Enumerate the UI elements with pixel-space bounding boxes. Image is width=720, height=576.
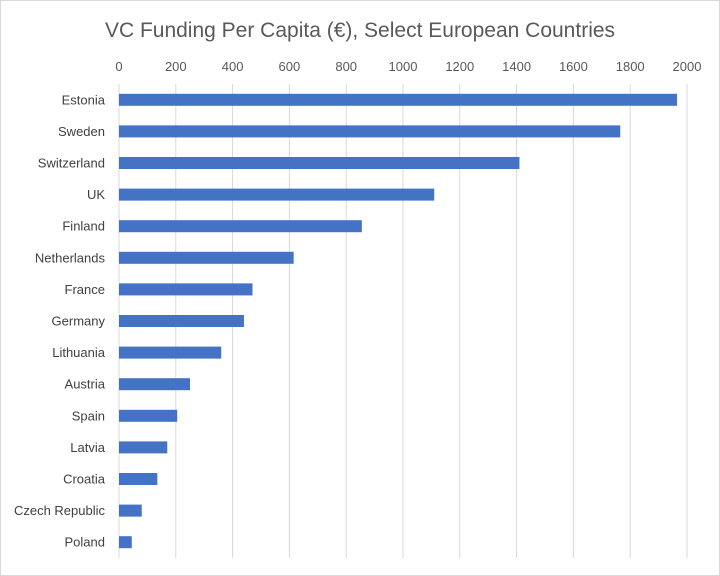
category-label: UK xyxy=(87,187,105,202)
bar-germany xyxy=(119,315,244,327)
bar-spain xyxy=(119,409,178,422)
category-label: Netherlands xyxy=(35,250,106,265)
category-labels: Estonia Sweden Switzerland UK Finland Netherl… xyxy=(14,92,106,549)
x-tick-label: 0 xyxy=(115,59,122,74)
bar-uk xyxy=(119,188,435,201)
x-tick-label: 400 xyxy=(222,59,244,74)
bar-lithuania xyxy=(119,346,222,359)
x-tick-label: 1200 xyxy=(445,59,474,74)
bars xyxy=(119,93,678,549)
category-label: Austria xyxy=(65,377,106,392)
x-tick-label: 1800 xyxy=(616,59,645,74)
bar-netherlands xyxy=(119,251,294,264)
bar-czech-republic xyxy=(119,504,142,517)
category-label: Spain xyxy=(72,408,105,423)
x-tick-label: 800 xyxy=(335,59,357,74)
bar-poland xyxy=(119,536,132,549)
x-tick-label: 1400 xyxy=(502,59,531,74)
x-tick-label: 2000 xyxy=(673,59,702,74)
x-tick-label: 1000 xyxy=(389,59,418,74)
bar-latvia xyxy=(119,441,168,454)
bar-france xyxy=(119,283,253,296)
bar-austria xyxy=(119,378,190,391)
bar-croatia xyxy=(119,473,158,485)
chart-title: VC Funding Per Capita (€), Select Europe… xyxy=(105,19,615,42)
category-label: Finland xyxy=(62,219,105,234)
bar-estonia xyxy=(119,93,678,106)
bar-sweden xyxy=(119,125,621,138)
category-label: Sweden xyxy=(58,124,105,139)
category-label: Latvia xyxy=(70,440,105,455)
x-axis-tick-labels: 0 200 400 600 800 1000 1200 1400 1600 1800 2000 xyxy=(115,59,701,74)
category-label: Poland xyxy=(65,535,105,550)
x-tick-label: 1600 xyxy=(559,59,588,74)
category-label: Germany xyxy=(52,314,106,329)
category-label: Estonia xyxy=(62,92,106,107)
category-label: France xyxy=(65,282,105,297)
x-tick-label: 200 xyxy=(165,59,187,74)
x-tick-label: 600 xyxy=(279,59,301,74)
bar-switzerland xyxy=(119,157,520,169)
category-label: Switzerland xyxy=(38,156,105,171)
category-label: Croatia xyxy=(63,472,106,487)
category-label: Lithuania xyxy=(52,345,106,360)
bar-finland xyxy=(119,220,362,233)
category-label: Czech Republic xyxy=(14,503,106,518)
